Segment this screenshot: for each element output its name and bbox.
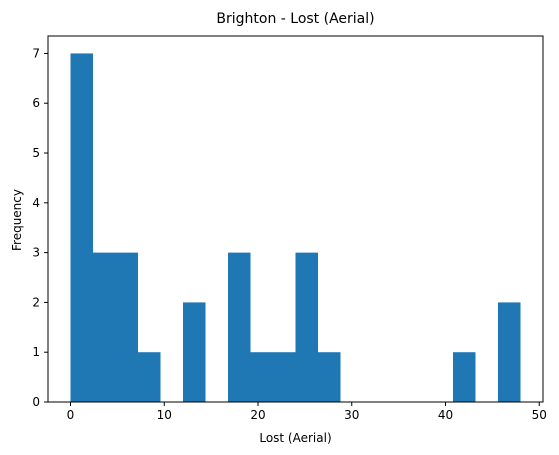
plot-frame [47, 35, 544, 403]
x-tick-label: 0 [67, 408, 75, 422]
x-axis-label: Lost (Aerial) [259, 431, 331, 445]
histogram-bar [115, 252, 138, 402]
bars-group [70, 53, 521, 403]
x-tick-label: 40 [438, 408, 453, 422]
chart-title: Brighton - Lost (Aerial) [216, 11, 374, 27]
y-tick-label: 3 [32, 246, 40, 260]
x-tick-label: 50 [532, 408, 547, 422]
histogram-bar [183, 302, 206, 402]
histogram-bar [295, 252, 318, 402]
x-tick-label: 20 [250, 408, 265, 422]
axes-group [47, 35, 544, 403]
y-tick-label: 1 [32, 345, 40, 359]
y-tick-label: 0 [32, 395, 40, 409]
y-tick-label: 5 [32, 146, 40, 160]
histogram-bar [318, 352, 341, 402]
x-tick-label: 10 [157, 408, 172, 422]
histogram-bar [498, 302, 521, 402]
y-tick-label: 6 [32, 96, 40, 110]
histogram-bar [250, 352, 273, 402]
x-tick-label: 30 [344, 408, 359, 422]
histogram-bar [70, 53, 93, 403]
ticks-group: 0 10 20 30 40 50 0 1 2 3 4 5 6 7 [32, 46, 547, 422]
y-tick-label: 4 [32, 196, 40, 210]
histogram-bar [138, 352, 161, 402]
histogram-bar [93, 252, 116, 402]
y-axis-label: Frequency [10, 189, 24, 251]
y-tick-label: 2 [32, 295, 40, 309]
histogram-bar [228, 252, 251, 402]
y-tick-label: 7 [32, 46, 40, 60]
histogram-bar [453, 352, 476, 402]
histogram-bar [273, 352, 296, 402]
